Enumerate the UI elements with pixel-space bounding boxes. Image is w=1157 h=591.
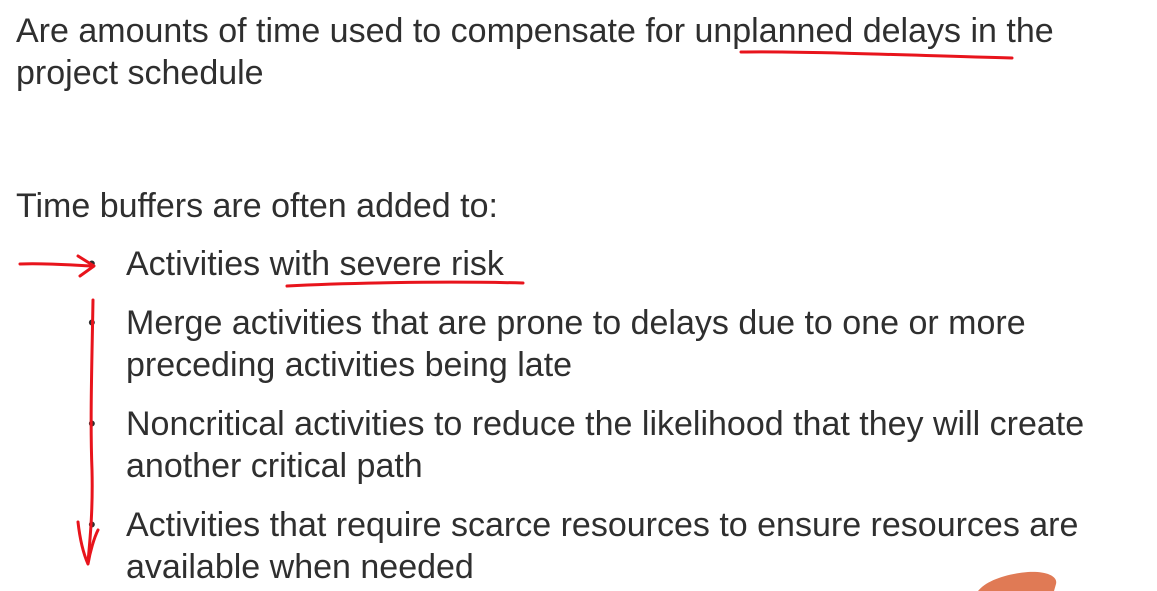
definition-line-1: Are amounts of time used to compensate f… <box>16 12 1054 50</box>
bullet-2-line-2: preceding activities being late <box>126 346 573 384</box>
pointer-hand <box>978 571 1057 591</box>
bullet-4-line-2: available when needed <box>126 548 474 586</box>
bullet-2-line-1: Merge activities that are prone to delay… <box>126 304 1026 342</box>
bullet-4-line-1: Activities that require scarce resources… <box>126 506 1079 544</box>
bullet-marker: • <box>88 251 96 276</box>
definition-line-2: project schedule <box>16 54 264 92</box>
bullet-3-line-1: Noncritical activities to reduce the lik… <box>126 405 1085 443</box>
bullet-1-line-1: Activities with severe risk <box>126 245 504 283</box>
bullet-marker: • <box>88 512 96 537</box>
bullet-3-line-2: another critical path <box>126 447 423 485</box>
bullet-marker: • <box>88 310 96 335</box>
underline-unplanned-delays <box>739 50 1014 60</box>
bullet-marker: • <box>88 411 96 436</box>
intro-heading: Time buffers are often added to: <box>16 187 498 225</box>
arrow-right-shaft <box>18 262 94 268</box>
